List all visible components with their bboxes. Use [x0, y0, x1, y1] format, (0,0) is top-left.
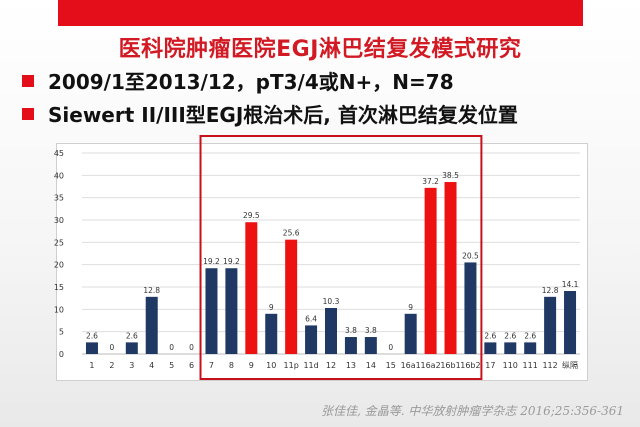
x-tick-label: 4 [149, 361, 154, 370]
x-tick-label: 13 [346, 361, 356, 370]
x-tick-label: 12 [326, 361, 336, 370]
x-tick-label: 111 [523, 361, 538, 370]
data-label: 19.2 [223, 257, 240, 266]
data-label: 0 [189, 343, 194, 352]
y-tick-label: 20 [54, 261, 64, 270]
data-label: 9 [269, 303, 274, 312]
data-label: 14.1 [562, 280, 579, 289]
x-tick-label: 11d [303, 361, 318, 370]
x-tick-label: 6 [189, 361, 194, 370]
data-label: 2.6 [484, 331, 496, 340]
bullet-item-2: Siewert II/III型EGJ根治术后, 首次淋巴结复发位置 [22, 99, 518, 128]
top-accent-bar [58, 0, 583, 26]
data-label: 6.4 [305, 314, 317, 323]
bar [504, 342, 517, 354]
y-tick-label: 45 [54, 149, 64, 158]
x-tick-label: 16a1 [401, 361, 421, 370]
bar [544, 296, 557, 354]
bar [305, 325, 318, 354]
data-label: 2.6 [126, 331, 138, 340]
data-label: 0 [169, 343, 174, 352]
y-tick-label: 40 [54, 171, 64, 180]
data-label: 9 [408, 303, 413, 312]
chart-panel [56, 143, 588, 381]
bullet-item-1: 2009/1至2013/12，pT3/4或N+，N=78 [22, 66, 454, 95]
data-label: 2.6 [86, 331, 98, 340]
bar [245, 222, 258, 354]
highlight-frame [199, 135, 483, 380]
bar [125, 342, 138, 354]
data-label: 37.2 [422, 177, 439, 186]
data-label: 3.8 [345, 326, 357, 335]
x-tick-label: 110 [503, 361, 518, 370]
data-label: 10.3 [323, 297, 340, 306]
x-tick-label: 2 [109, 361, 114, 370]
data-label: 2.6 [524, 331, 536, 340]
x-tick-label: 5 [169, 361, 174, 370]
bar [464, 262, 477, 354]
x-tick-label: 16b1 [440, 361, 460, 370]
bar [205, 268, 218, 354]
data-label: 38.5 [442, 171, 459, 180]
bar [145, 296, 158, 354]
y-tick-label: 5 [59, 328, 64, 337]
data-label: 3.8 [365, 326, 377, 335]
x-tick-label: 15 [386, 361, 396, 370]
x-tick-label: 9 [249, 361, 254, 370]
bar [444, 182, 457, 354]
y-tick-label: 0 [59, 350, 64, 359]
citation: 张佳佳, 金晶等. 中华放射肿瘤学杂志 2016;25:356-361 [321, 404, 624, 418]
data-label: 0 [109, 343, 114, 352]
bar [225, 268, 238, 354]
bar [325, 307, 337, 354]
bar [524, 342, 537, 354]
x-tick-label: 8 [229, 361, 234, 370]
x-tick-label: 11p [284, 361, 299, 370]
bullet-square-icon [22, 108, 34, 120]
bar [265, 313, 278, 354]
x-tick-label: 7 [209, 361, 214, 370]
data-label: 0 [388, 343, 393, 352]
bar [364, 337, 377, 354]
x-tick-label: 17 [485, 361, 495, 370]
x-tick-label: 3 [129, 361, 134, 370]
bar [484, 342, 497, 354]
bullet-text-2: Siewert II/III型EGJ根治术后, 首次淋巴结复发位置 [48, 103, 518, 127]
y-tick-label: 30 [54, 216, 64, 225]
data-label: 12.8 [143, 286, 160, 295]
x-tick-label: 纵隔 [562, 361, 578, 370]
x-tick-label: 112 [542, 361, 557, 370]
slide-title: 医科院肿瘤医院EGJ淋巴结复发模式研究 [118, 37, 522, 62]
bar [85, 342, 98, 354]
x-tick-label: 10 [266, 361, 276, 370]
y-tick-label: 25 [54, 238, 64, 247]
data-label: 29.5 [243, 211, 260, 220]
bar [404, 313, 417, 354]
x-tick-label: 16a2 [421, 361, 441, 370]
y-tick-label: 35 [54, 194, 64, 203]
y-tick-label: 10 [54, 305, 64, 314]
data-label: 19.2 [203, 257, 220, 266]
bullet-text-1: 2009/1至2013/12，pT3/4或N+，N=78 [48, 70, 454, 94]
data-label: 2.6 [504, 331, 516, 340]
y-tick-label: 15 [54, 283, 64, 292]
bar [344, 337, 357, 354]
x-tick-label: 16b2 [460, 361, 480, 370]
data-label: 20.5 [462, 251, 479, 260]
bar [564, 291, 577, 354]
data-label: 25.6 [283, 229, 300, 238]
x-tick-label: 1 [89, 361, 94, 370]
data-label: 12.8 [542, 286, 559, 295]
bullet-square-icon [22, 75, 34, 87]
bar [285, 239, 298, 354]
x-tick-label: 14 [366, 361, 376, 370]
bar [424, 187, 437, 354]
